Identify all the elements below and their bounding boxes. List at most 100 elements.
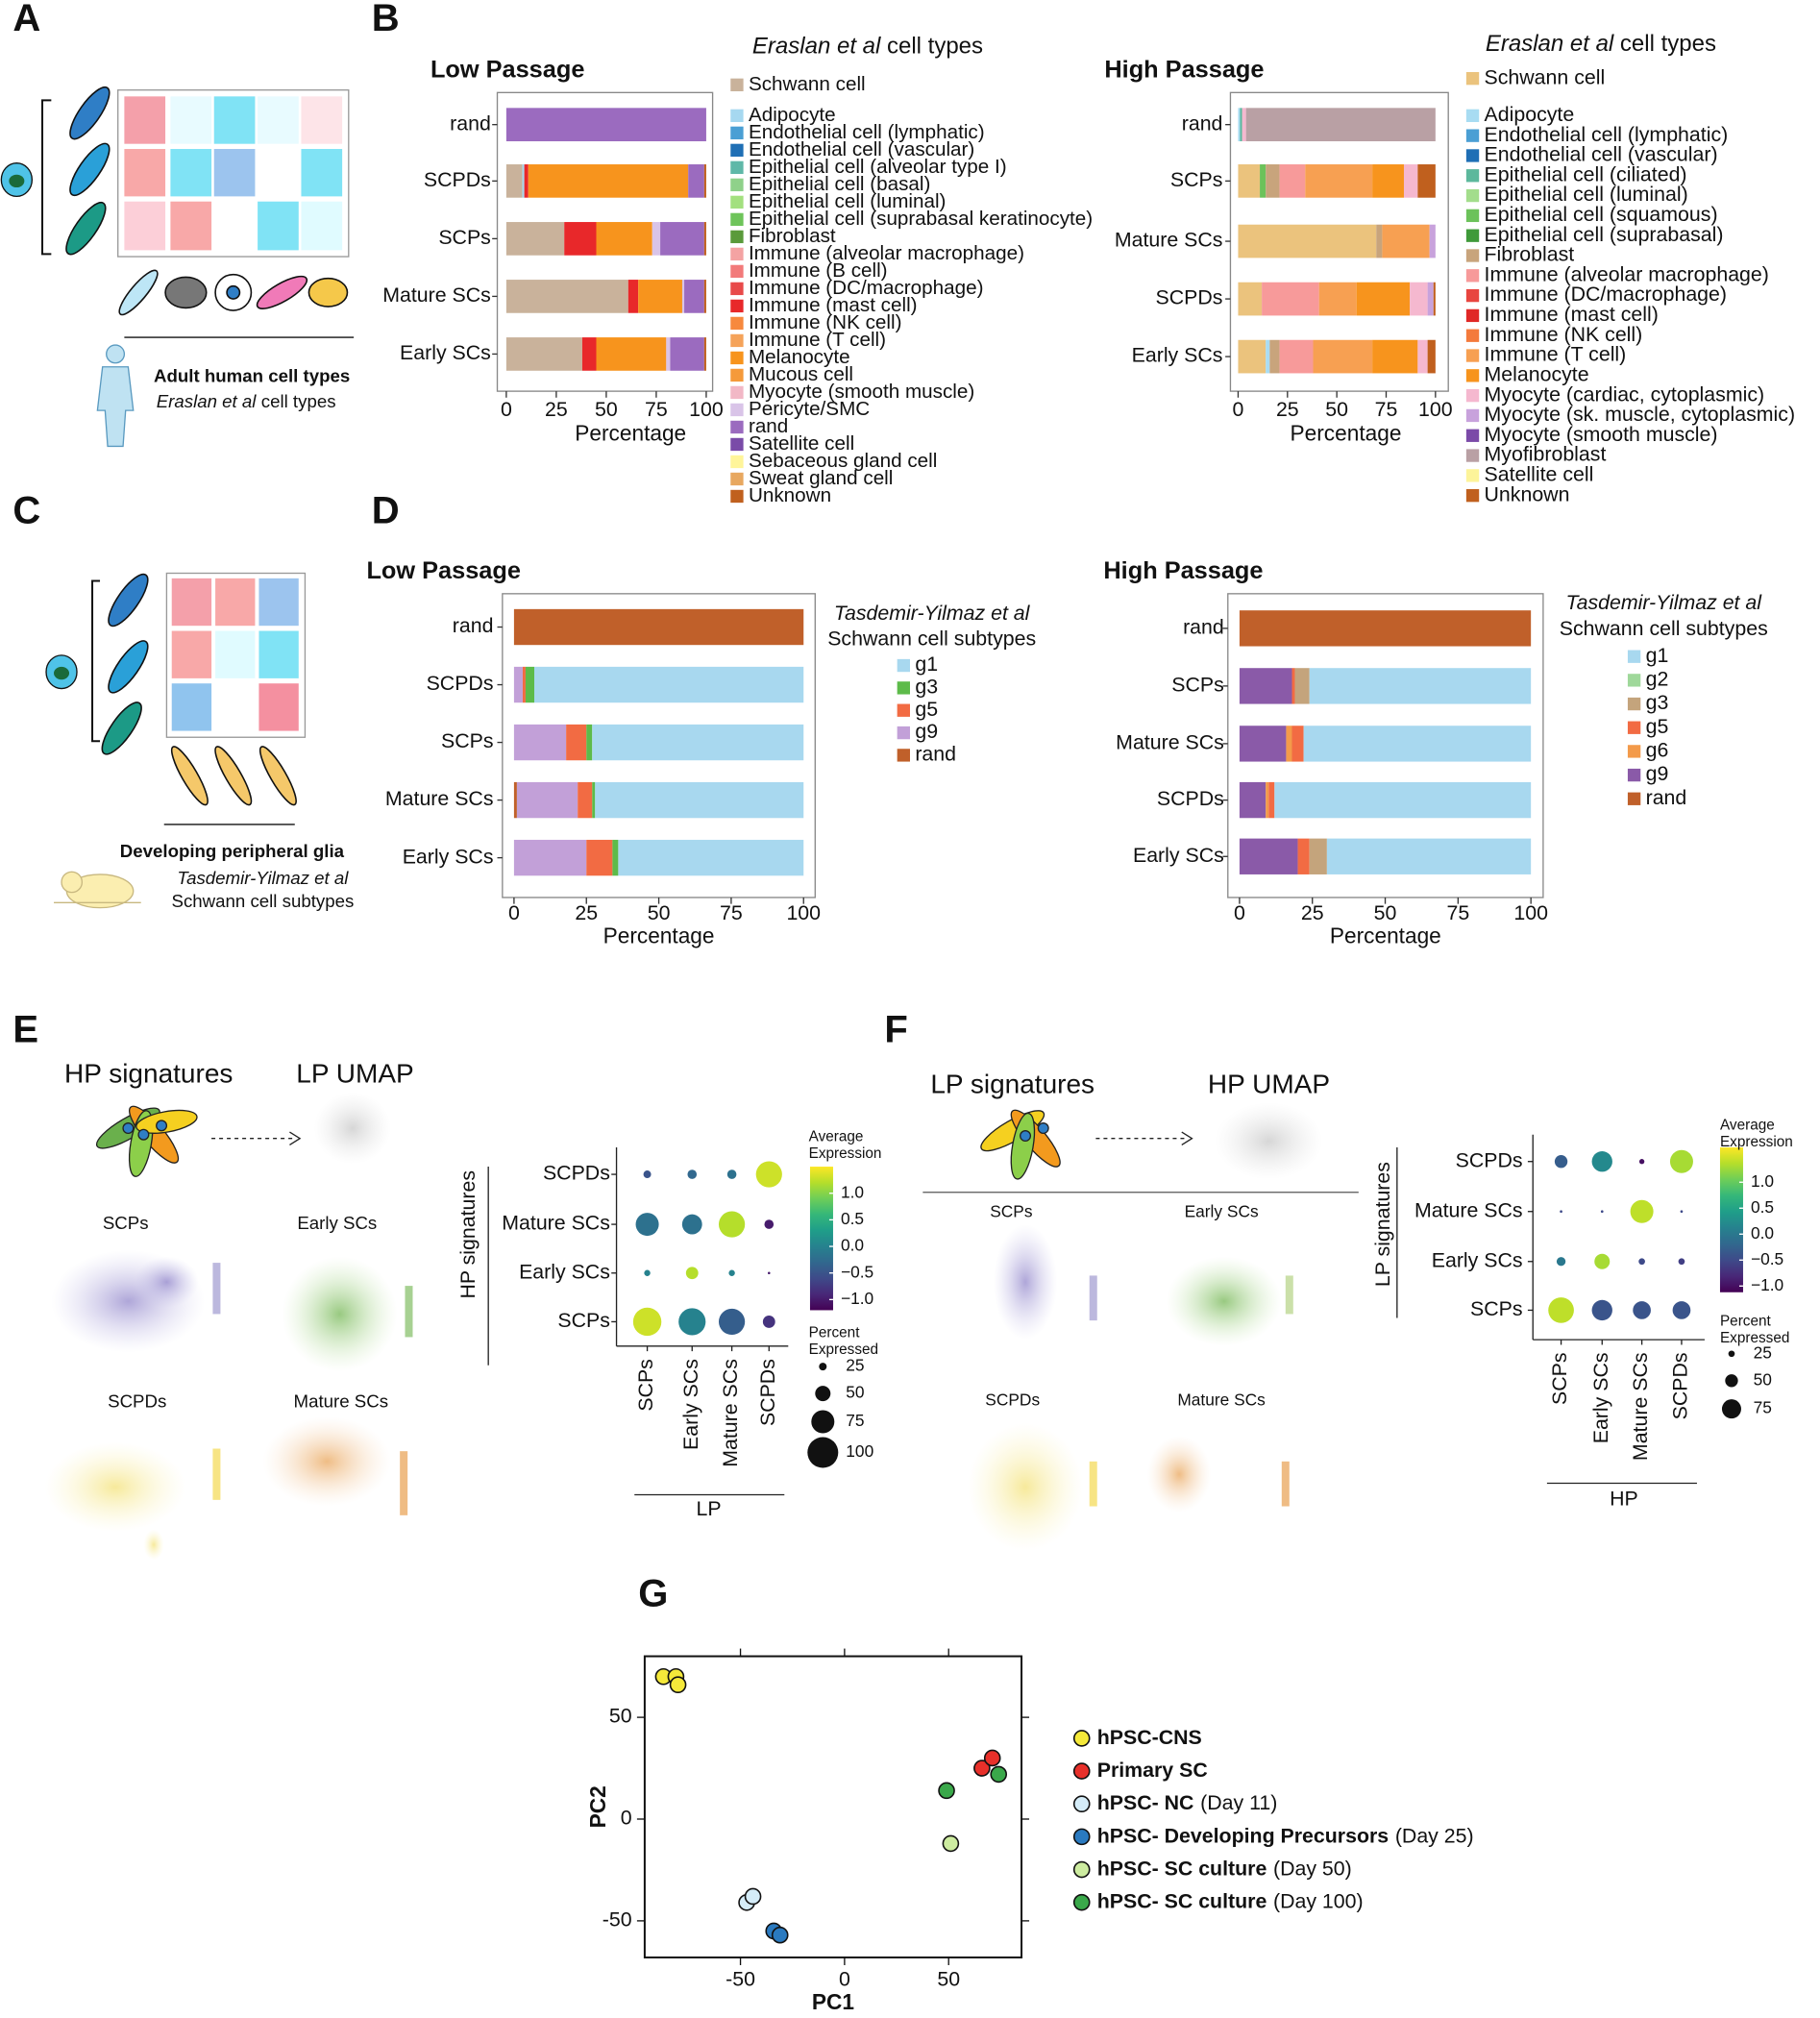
dot — [643, 1170, 652, 1179]
bar-segment — [1372, 164, 1404, 198]
legend-label: Fibroblast — [749, 225, 836, 247]
legend-label: Fibroblast — [1485, 243, 1575, 266]
legend-marker — [1072, 1730, 1091, 1747]
panel-letter: G — [638, 1572, 668, 1614]
bar-segment — [513, 666, 523, 703]
dot — [1548, 1297, 1574, 1323]
legend-label: hPSC- NC (Day 11) — [1097, 1791, 1278, 1814]
dot — [1672, 1301, 1691, 1319]
umap-title: Early SCs — [1185, 1202, 1259, 1221]
dot — [762, 1316, 775, 1328]
legend-swatch — [1465, 369, 1480, 382]
legend-label: Myofibroblast — [1485, 443, 1607, 466]
bar-segment — [1356, 282, 1411, 316]
bar-segment — [1238, 164, 1261, 198]
y-tick-label: -50 — [603, 1908, 632, 1932]
bar-segment — [670, 337, 704, 371]
size-legend-dot — [807, 1437, 839, 1468]
legend-title: Eraslan et al cell types — [1486, 31, 1716, 57]
legend-name: hPSC-CNS — [1097, 1726, 1202, 1749]
y-tick-label: SCPs — [441, 729, 494, 752]
bar-segment — [505, 164, 523, 198]
legend-label: g1 — [915, 652, 938, 676]
legend-title-text: cell types — [1620, 31, 1716, 57]
legend-swatch — [1465, 329, 1480, 342]
legend-swatch — [1465, 249, 1480, 262]
legend-name: hPSC- SC culture — [1097, 1857, 1267, 1880]
dot — [1678, 1258, 1685, 1266]
bar-segment — [1313, 339, 1373, 374]
x-tick-label: Early SCs — [1589, 1352, 1612, 1443]
x-tick-label: 100 — [1513, 901, 1548, 924]
x-tick-label: 100 — [1418, 398, 1453, 421]
colorbar-tick-label: 1.0 — [1751, 1171, 1774, 1191]
y-tick-label: Mature SCs — [1414, 1198, 1523, 1221]
legend-swatch — [897, 681, 910, 695]
bar-segment — [533, 666, 804, 703]
bar-segment — [612, 839, 619, 876]
dot — [726, 1169, 737, 1179]
chart-title: High Passage — [1103, 557, 1263, 584]
plot-frame — [643, 1655, 1023, 1959]
y-tick-label: rand — [450, 111, 491, 135]
x-tick-label: 0 — [501, 398, 512, 421]
legend-label: g3 — [1646, 691, 1669, 714]
legend-swatch — [730, 351, 744, 365]
bar-segment — [1376, 224, 1383, 258]
legend-label: Unknown — [749, 484, 831, 506]
legend-label: g6 — [1646, 739, 1669, 762]
legend-swatch — [1465, 469, 1480, 482]
dot — [728, 1269, 735, 1276]
point — [744, 1887, 762, 1906]
legend-day: (Day 100) — [1273, 1889, 1364, 1912]
x-axis-label: Percentage — [603, 923, 715, 947]
dot — [1600, 1210, 1604, 1214]
size-legend-label: 50 — [1754, 1369, 1772, 1389]
legend-label: hPSC- SC culture (Day 100) — [1097, 1889, 1364, 1912]
x-tick-label: 75 — [720, 901, 743, 924]
bar-segment — [1309, 668, 1532, 704]
legend-label: Immune (alveolar macrophage) — [1485, 262, 1769, 285]
y-tick-label: Mature SCs — [502, 1212, 610, 1235]
x-tick-label: 100 — [786, 901, 821, 924]
bar-segment — [596, 337, 667, 371]
bar-segment — [505, 280, 628, 313]
legend-swatch — [730, 420, 744, 434]
x-axis-label: Percentage — [1291, 420, 1402, 445]
bar-segment — [1410, 282, 1428, 316]
legend-swatch — [730, 455, 744, 469]
legend-swatch — [730, 264, 744, 279]
legend-label: Pericyte/SMC — [749, 398, 870, 420]
size-legend-label: 50 — [846, 1383, 864, 1402]
bar-segment — [596, 222, 652, 256]
bar-segment — [703, 164, 706, 198]
x-tick-label: 75 — [1446, 901, 1469, 924]
dot — [685, 1267, 699, 1280]
legend-label: Epithelial cell (luminal) — [749, 190, 947, 212]
legend-label: hPSC- SC culture (Day 50) — [1097, 1857, 1352, 1880]
bar-segment — [1266, 164, 1280, 198]
bar-segment — [638, 280, 682, 313]
bar-segment — [1417, 164, 1436, 198]
bar-segment — [1242, 108, 1246, 142]
bar-segment — [1239, 781, 1267, 819]
legend-label: Endothelial cell (lymphatic) — [749, 121, 985, 143]
heading: HP UMAP — [1208, 1069, 1330, 1098]
size-legend-label: 25 — [846, 1356, 864, 1375]
colorbar-tick-label: 0.5 — [1751, 1197, 1774, 1217]
y-axis-label: PC2 — [585, 1785, 610, 1828]
bar-segment — [513, 781, 517, 819]
legend-swatch — [1627, 745, 1641, 758]
bar-segment — [1372, 339, 1418, 374]
colorbar-tick-label: 0.5 — [841, 1209, 864, 1228]
legend-swatch — [1627, 650, 1641, 663]
legend-swatch — [730, 247, 744, 261]
legend-swatch — [1465, 209, 1480, 223]
bar-segment — [1260, 164, 1267, 198]
dot — [644, 1269, 651, 1276]
heading: LP UMAP — [296, 1059, 413, 1089]
legend-swatch — [1465, 169, 1480, 183]
dot — [1630, 1199, 1654, 1223]
